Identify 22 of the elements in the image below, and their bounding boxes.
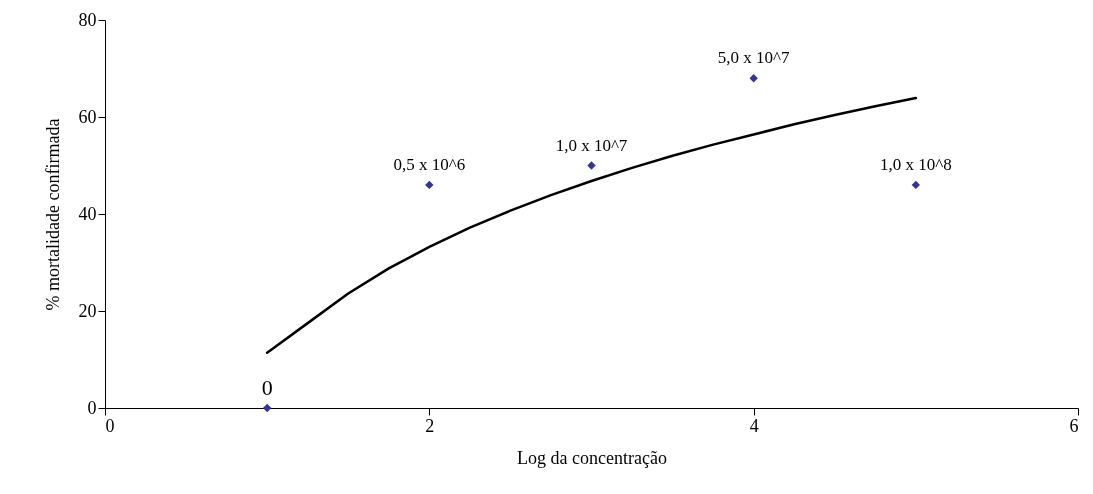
x-tick-label: 4 (749, 415, 759, 436)
y-tick-label: 20 (78, 300, 97, 321)
y-axis-title: % mortalidade confirmada (42, 118, 63, 311)
x-tick-label: 2 (425, 415, 435, 436)
x-axis-title: Log da concentração (517, 447, 667, 468)
x-tick-label: 6 (1069, 415, 1079, 436)
y-tick-label: 60 (78, 106, 97, 127)
y-tick-label: 40 (78, 203, 97, 224)
annotation: 1,0 x 10^8 (879, 154, 952, 174)
line-series (265, 96, 918, 354)
y-tick-label: 0 (87, 397, 97, 418)
annotation: 0,5 x 10^6 (393, 154, 466, 174)
point (425, 180, 434, 190)
point (911, 180, 921, 190)
point (749, 74, 758, 83)
y-tick-label: 80 (78, 9, 97, 30)
annotation: 0 (261, 375, 273, 400)
annotation: 1,0 x 10^7 (555, 135, 628, 155)
point (262, 403, 272, 413)
x-tick-label: 0 (105, 415, 115, 436)
point (587, 161, 596, 170)
annotation: 5,0 x 10^7 (717, 48, 791, 68)
